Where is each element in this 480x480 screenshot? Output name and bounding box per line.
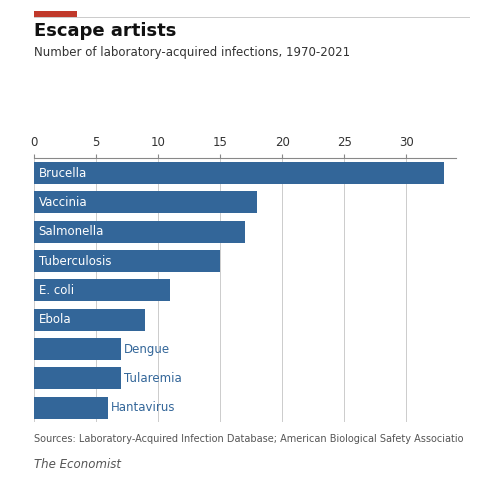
Bar — [34, 221, 245, 243]
Text: Hantavirus: Hantavirus — [111, 401, 176, 414]
Text: Tuberculosis: Tuberculosis — [38, 254, 111, 267]
Text: Sources: Laboratory-Acquired Infection Database; American Biological Safety Asso: Sources: Laboratory-Acquired Infection D… — [34, 434, 463, 444]
Text: E. coli: E. coli — [38, 284, 74, 297]
Bar — [34, 279, 170, 301]
Bar — [34, 162, 444, 184]
Bar — [34, 250, 220, 272]
Bar — [34, 367, 120, 389]
Text: Escape artists: Escape artists — [34, 22, 176, 40]
Bar — [34, 309, 145, 331]
Bar — [34, 338, 120, 360]
Bar — [34, 192, 257, 214]
Text: Dengue: Dengue — [124, 343, 170, 356]
Text: Salmonella: Salmonella — [38, 225, 104, 238]
Text: The Economist: The Economist — [34, 458, 120, 471]
Text: Brucella: Brucella — [38, 167, 87, 180]
Text: Number of laboratory-acquired infections, 1970-2021: Number of laboratory-acquired infections… — [34, 46, 350, 59]
Text: Vaccinia: Vaccinia — [38, 196, 87, 209]
Bar — [34, 397, 108, 419]
Text: Ebola: Ebola — [38, 313, 71, 326]
Text: Tularemia: Tularemia — [124, 372, 181, 385]
